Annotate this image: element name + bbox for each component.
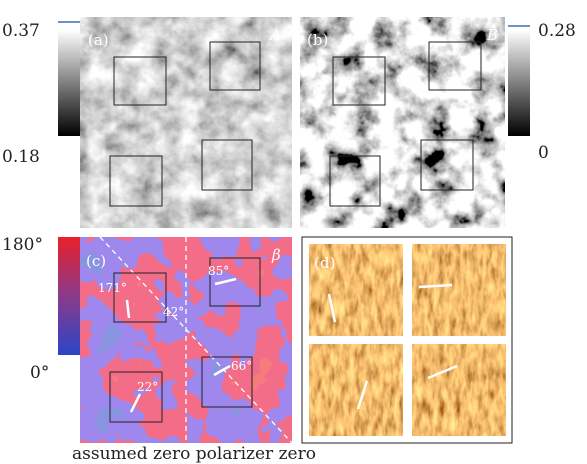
- figure: 0.37 0.18 0.28 0 180° 0° (a) A (b) B (c)…: [0, 0, 587, 464]
- colorbar-label: 0.28: [538, 21, 576, 41]
- panel-label: (b): [307, 31, 328, 49]
- colorbar-label: 180°: [2, 235, 43, 255]
- angle-label: 171°: [98, 281, 127, 295]
- panel-label: (d): [314, 254, 335, 272]
- panel-b-image: [300, 17, 505, 228]
- angle-label: 66°: [231, 359, 252, 373]
- angle-label: 85°: [208, 264, 229, 278]
- colorbar-b: [508, 30, 530, 136]
- afm-image: [412, 244, 506, 336]
- panel-corner-label: β: [271, 246, 281, 264]
- colorbar-label: 0.37: [2, 21, 40, 41]
- panel-label: (a): [88, 31, 109, 49]
- colorbar-a: [58, 30, 80, 136]
- panel-corner-label: A: [268, 26, 281, 44]
- afm-image: [412, 344, 506, 436]
- angle-label: 42°: [163, 305, 184, 319]
- colorbar-c: [58, 237, 80, 355]
- colorbar-label: 0°: [30, 363, 49, 383]
- colorbar-label: 0: [538, 143, 549, 163]
- angle-label: 22°: [137, 380, 158, 394]
- panel-label: (c): [86, 252, 106, 270]
- caption: assumed zero polarizer zero: [72, 444, 316, 464]
- colorbar-label: 0.18: [2, 147, 40, 167]
- panel-corner-label: B: [486, 26, 498, 44]
- afm-image: [309, 344, 403, 436]
